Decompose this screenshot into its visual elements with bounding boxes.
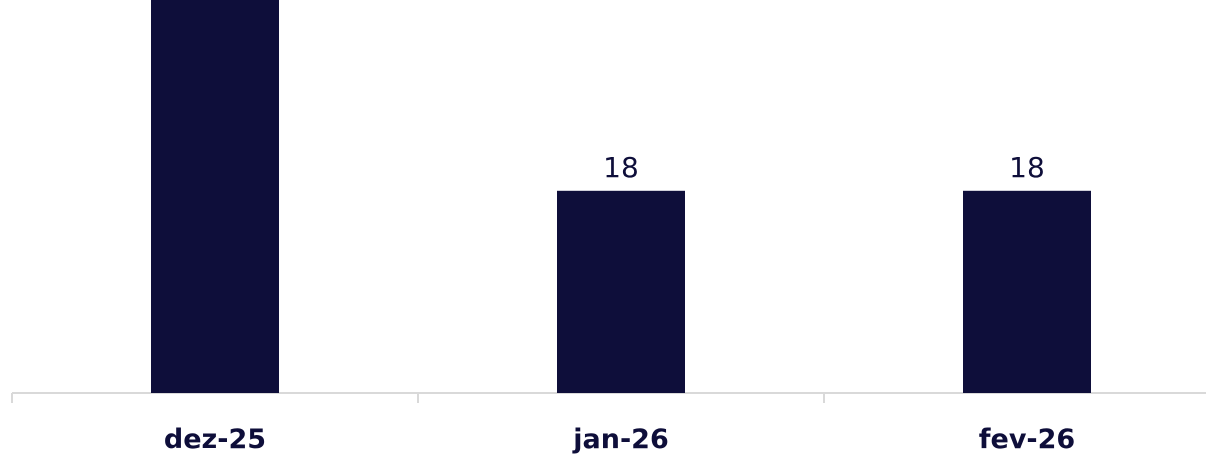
data-label-fev-26: 18 [1009,151,1045,184]
x-axis-ticks [11,393,825,403]
category-labels: dez-25 jan-26 fev-26 [164,424,1075,454]
data-labels: 211818 [603,151,1045,184]
data-label-jan-26: 18 [603,151,639,184]
bars [151,0,1091,393]
bar-jan-26 [557,190,685,393]
bar-fev-26 [963,190,1091,393]
category-label-fev-26: fev-26 [979,424,1075,454]
category-label-jan-26: jan-26 [572,424,668,454]
bar-dez-25 [151,0,279,393]
category-label-dez-25: dez-25 [164,424,266,454]
